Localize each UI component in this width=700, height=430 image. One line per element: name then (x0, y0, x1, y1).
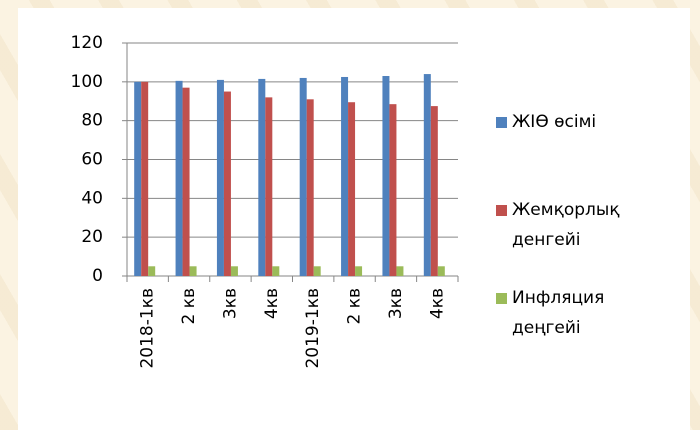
x-tick-label: 2 кв (179, 288, 199, 325)
y-tick-label: 60 (81, 150, 103, 170)
bar (341, 76, 349, 277)
bar (134, 81, 142, 276)
bar (223, 91, 231, 277)
x-tick-label: 2018-1кв (138, 288, 158, 369)
bar (313, 266, 321, 276)
legend-item: Инфляция деңгейі (496, 283, 666, 343)
legend-item: Жемқорлық денгейі (496, 195, 666, 255)
y-tick-label: 80 (81, 111, 103, 131)
legend-swatch (496, 117, 507, 128)
bar (355, 266, 363, 276)
x-tick-label: 4кв (427, 288, 447, 319)
bar (348, 102, 356, 277)
legend-swatch (496, 205, 507, 216)
bar (382, 76, 390, 276)
bar (389, 104, 397, 276)
bar (258, 78, 266, 276)
bar (423, 74, 431, 276)
legend-label: Жемқорлық денгейі (512, 200, 620, 250)
bar (306, 99, 314, 276)
x-tick-label: 4кв (262, 288, 282, 319)
bar (141, 81, 149, 276)
x-tick-label: 2 кв (345, 288, 365, 325)
bar (437, 266, 445, 276)
y-tick-label: 20 (81, 227, 103, 247)
bar (396, 266, 404, 276)
legend-item: ЖІӨ өсімі (496, 107, 666, 137)
legend-swatch (496, 293, 507, 304)
y-tick-label: 0 (92, 266, 103, 286)
y-tick-label: 120 (71, 33, 103, 53)
bar (230, 266, 238, 276)
bar (189, 266, 197, 276)
bar (216, 79, 224, 277)
legend-label: ЖІӨ өсімі (512, 112, 597, 132)
y-tick-label: 100 (71, 72, 103, 92)
y-tick-label: 40 (81, 188, 103, 208)
x-tick-label: 2019-1кв (303, 288, 323, 369)
bar (272, 266, 280, 276)
legend-label: Инфляция деңгейі (512, 288, 605, 338)
bar (175, 80, 183, 276)
bar (265, 97, 273, 276)
bar (430, 106, 438, 277)
bar (182, 87, 190, 277)
x-tick-label: 3кв (220, 288, 240, 319)
x-tick-label: 3кв (386, 288, 406, 319)
bar (299, 77, 307, 276)
bar (148, 266, 156, 276)
